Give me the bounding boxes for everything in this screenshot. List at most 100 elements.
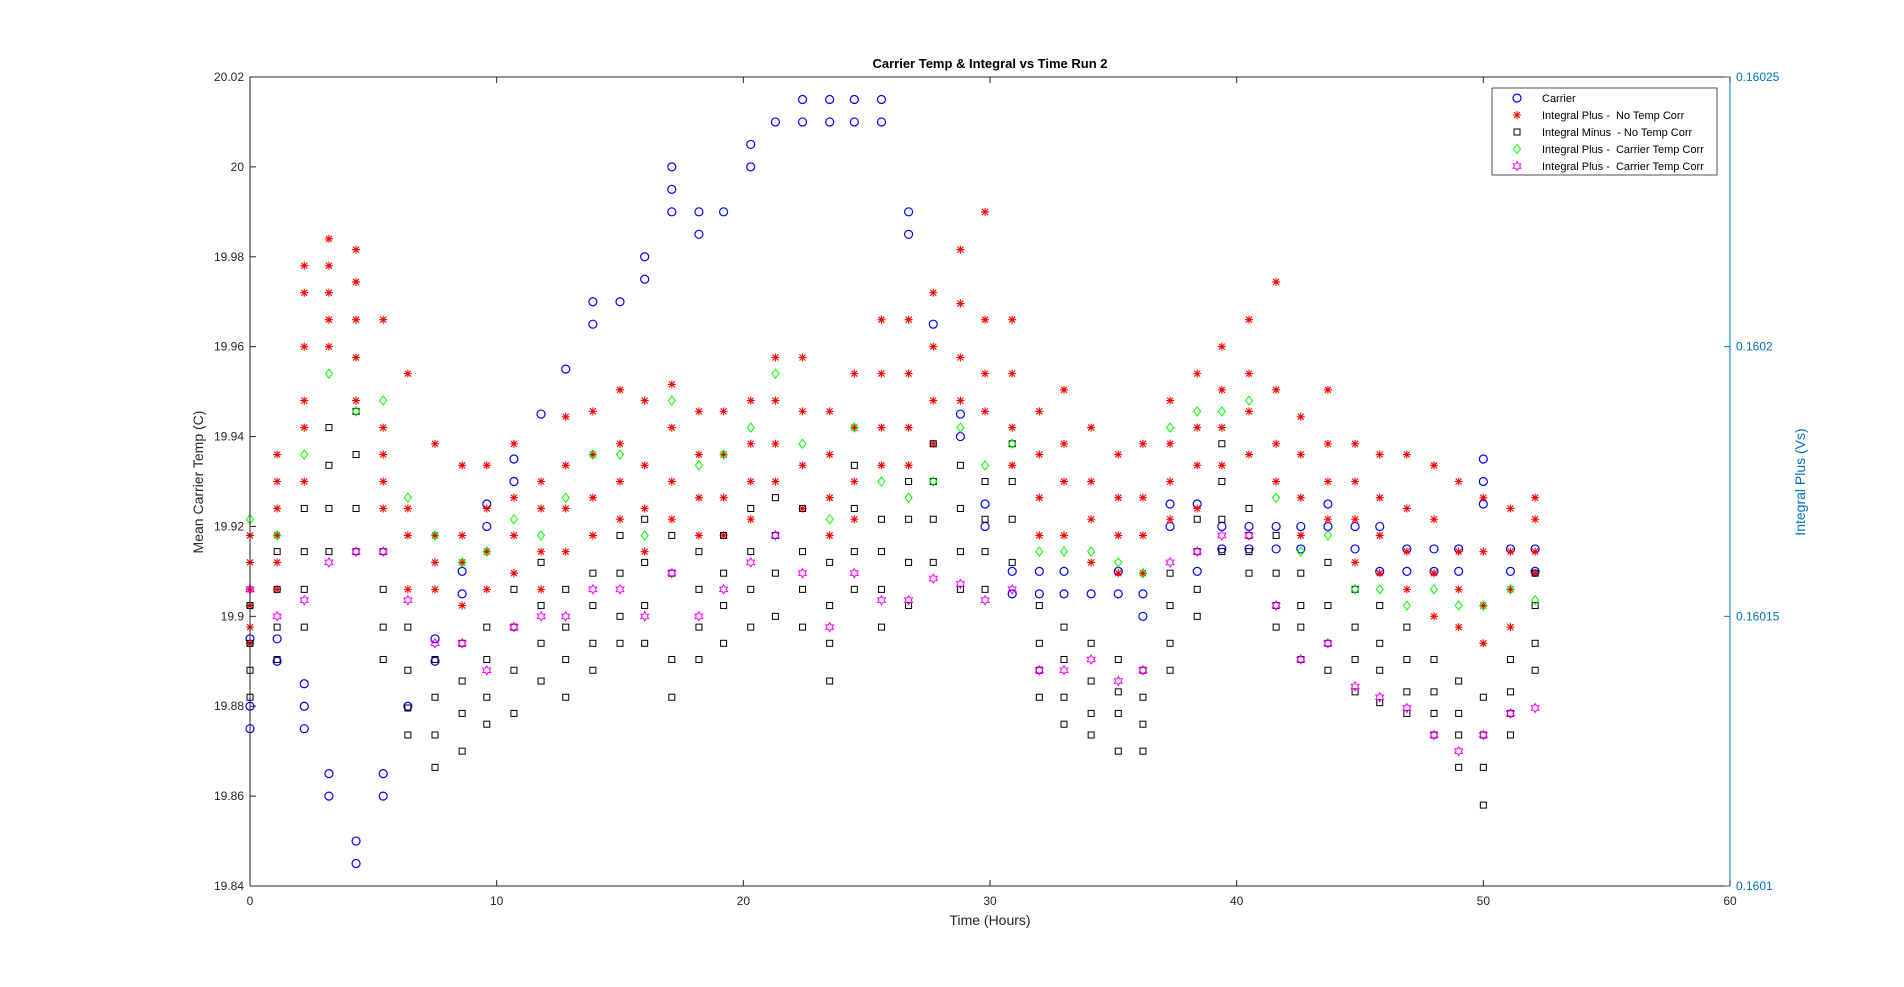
data-point <box>981 369 990 378</box>
data-point <box>1403 709 1411 717</box>
data-point <box>1296 493 1305 502</box>
data-point <box>904 315 913 324</box>
data-point <box>667 162 677 172</box>
data-point <box>720 531 728 539</box>
data-point <box>1166 439 1175 448</box>
data-point <box>1323 477 1332 486</box>
data-point <box>1271 521 1281 532</box>
data-point <box>431 531 439 540</box>
data-point <box>904 461 913 470</box>
data-point <box>536 530 546 541</box>
data-point <box>324 791 334 801</box>
data-point <box>1138 589 1148 599</box>
data-point <box>1192 546 1202 558</box>
data-point <box>929 440 937 448</box>
data-point <box>431 693 439 701</box>
data-point <box>560 610 571 622</box>
data-point <box>771 439 780 448</box>
data-point <box>1479 600 1488 611</box>
data-point <box>667 567 677 579</box>
data-point <box>981 515 989 523</box>
data-point <box>1113 675 1124 687</box>
data-point <box>1506 623 1515 632</box>
data-point <box>1008 438 1017 450</box>
data-point <box>537 677 545 685</box>
data-point <box>1506 504 1515 513</box>
data-point <box>272 634 282 644</box>
data-point <box>667 184 677 194</box>
data-point <box>850 461 858 469</box>
data-point <box>379 623 387 631</box>
data-point <box>1350 680 1360 692</box>
data-point <box>1323 439 1332 448</box>
data-point <box>955 578 966 590</box>
data-point <box>1375 450 1384 459</box>
data-point <box>1245 548 1253 556</box>
data-point <box>379 477 388 486</box>
data-point <box>352 451 360 459</box>
data-point <box>1060 693 1068 701</box>
data-point <box>458 531 467 540</box>
data-point <box>431 585 439 594</box>
data-point <box>825 513 834 525</box>
data-point <box>877 548 885 556</box>
data-point <box>1271 544 1281 554</box>
data-point <box>536 409 546 419</box>
data-point <box>1008 423 1017 432</box>
data-point <box>1217 529 1227 541</box>
data-point <box>324 342 333 351</box>
data-point <box>1375 521 1385 532</box>
data-point <box>1272 623 1280 631</box>
data-point <box>482 664 492 676</box>
data-point <box>1060 385 1068 394</box>
data-point <box>1430 461 1438 470</box>
data-point <box>403 701 413 711</box>
data-point <box>615 449 625 460</box>
data-point <box>1531 569 1539 577</box>
data-point <box>1296 544 1306 554</box>
data-point <box>430 530 440 541</box>
data-point <box>1138 664 1148 676</box>
data-point <box>981 315 990 324</box>
x-tick-label: 30 <box>983 894 997 908</box>
data-point <box>352 315 361 324</box>
data-point <box>482 461 491 470</box>
data-point <box>1114 450 1123 459</box>
data-point <box>588 583 598 595</box>
data-point <box>770 529 781 541</box>
data-point <box>1059 566 1069 576</box>
data-point <box>904 492 913 503</box>
data-point <box>1479 763 1487 771</box>
data-point <box>1193 461 1202 470</box>
data-point <box>458 677 466 685</box>
data-point <box>299 594 310 606</box>
data-point <box>1506 731 1514 739</box>
data-point <box>273 655 281 663</box>
legend-marker <box>1513 111 1521 119</box>
data-point <box>1139 720 1147 728</box>
data-point <box>1060 720 1068 728</box>
data-point <box>746 515 755 524</box>
data-point <box>1430 688 1438 696</box>
axis-ticks: 0 10 20 30 40 50 60 19.84 19.86 19.88 19.9 19.92 19.… <box>214 70 1780 908</box>
data-point <box>1193 423 1202 432</box>
data-point <box>378 791 388 801</box>
data-point <box>1479 801 1487 809</box>
data-point <box>1323 637 1333 649</box>
data-point <box>273 623 281 631</box>
data-point <box>404 623 412 631</box>
data-point <box>904 369 913 378</box>
data-point <box>798 407 807 416</box>
data-point <box>667 207 677 217</box>
data-point <box>273 585 281 593</box>
data-point <box>640 396 649 405</box>
data-point <box>1218 548 1226 556</box>
data-point <box>1087 423 1096 432</box>
data-point <box>825 531 834 540</box>
data-point <box>616 477 624 486</box>
data-point <box>981 407 990 416</box>
legend-entry-label: Carrier <box>1542 93 1576 105</box>
data-point <box>404 731 412 739</box>
data-point <box>1376 666 1384 674</box>
data-point <box>1217 461 1226 470</box>
